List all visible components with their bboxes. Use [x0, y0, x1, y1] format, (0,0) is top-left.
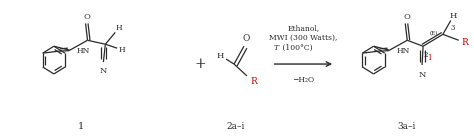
Text: 2a–i: 2a–i — [227, 122, 245, 131]
Text: (E): (E) — [430, 31, 438, 36]
Text: N: N — [100, 67, 107, 75]
Text: MWI (300 Watts),: MWI (300 Watts), — [269, 34, 337, 42]
Text: −H₂O: −H₂O — [292, 76, 314, 84]
Text: 2: 2 — [424, 51, 428, 59]
Text: H: H — [116, 24, 122, 32]
Text: O: O — [242, 34, 250, 43]
Text: H: H — [217, 52, 224, 60]
Text: +: + — [194, 57, 206, 71]
Text: 3a–i: 3a–i — [397, 122, 416, 131]
Text: T: T — [273, 44, 279, 52]
Text: HN: HN — [77, 47, 91, 55]
Text: O: O — [403, 13, 410, 21]
Text: H: H — [449, 12, 456, 20]
Text: O: O — [83, 13, 91, 21]
Text: H: H — [119, 46, 126, 54]
Text: HN: HN — [397, 47, 410, 55]
Text: Ethanol,: Ethanol, — [287, 24, 319, 32]
Text: R: R — [461, 38, 468, 47]
Text: (100°C): (100°C) — [280, 44, 312, 52]
Text: R: R — [250, 77, 257, 86]
Text: 1: 1 — [78, 122, 84, 131]
Text: N: N — [419, 71, 426, 79]
Text: 1: 1 — [427, 54, 431, 62]
Text: 3: 3 — [451, 24, 455, 32]
